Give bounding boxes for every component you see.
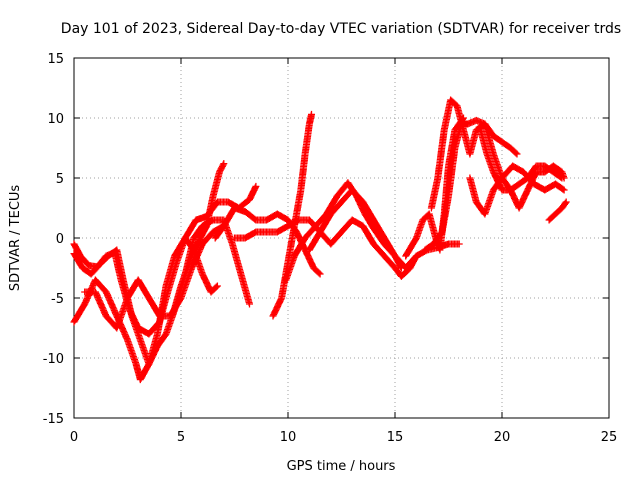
series-markers bbox=[545, 198, 570, 224]
x-axis-label: GPS time / hours bbox=[287, 459, 396, 474]
y-tick-label: 15 bbox=[47, 52, 64, 67]
x-tick-label: 25 bbox=[601, 430, 618, 445]
series-arc10 bbox=[305, 186, 405, 272]
series-markers bbox=[168, 160, 228, 320]
series-arc16 bbox=[545, 198, 570, 224]
series-arc5 bbox=[168, 160, 228, 320]
series-markers bbox=[211, 204, 324, 278]
y-tick-label: -5 bbox=[51, 292, 64, 307]
x-tick-label: 20 bbox=[494, 430, 511, 445]
y-tick-label: -15 bbox=[43, 412, 64, 427]
series-arc2 bbox=[70, 234, 221, 368]
x-tick-label: 15 bbox=[387, 430, 404, 445]
gridlines bbox=[74, 58, 609, 418]
axis-ticks: 0 5 10 15 20 25 -15 -10 -5 0 5 10 15 bbox=[43, 52, 618, 445]
x-tick-label: 10 bbox=[280, 430, 297, 445]
series-arc15 bbox=[477, 126, 566, 194]
series-markers bbox=[477, 126, 566, 194]
series-markers bbox=[70, 182, 260, 338]
series-markers bbox=[427, 96, 568, 212]
data-series bbox=[70, 96, 570, 384]
chart-title: Day 101 of 2023, Sidereal Day-to-day VTE… bbox=[61, 21, 621, 37]
y-axis-label: SDTVAR / TECUs bbox=[8, 185, 23, 292]
y-tick-label: -10 bbox=[43, 352, 64, 367]
series-arc8 bbox=[211, 204, 324, 278]
series-markers bbox=[70, 234, 221, 368]
y-tick-label: 10 bbox=[47, 112, 64, 127]
series-markers bbox=[305, 186, 405, 272]
x-tick-label: 5 bbox=[177, 430, 185, 445]
series-arc1 bbox=[70, 182, 260, 338]
x-tick-label: 0 bbox=[70, 430, 78, 445]
series-arc13 bbox=[427, 96, 568, 212]
y-tick-label: 0 bbox=[56, 232, 64, 247]
y-tick-label: 5 bbox=[56, 172, 64, 187]
